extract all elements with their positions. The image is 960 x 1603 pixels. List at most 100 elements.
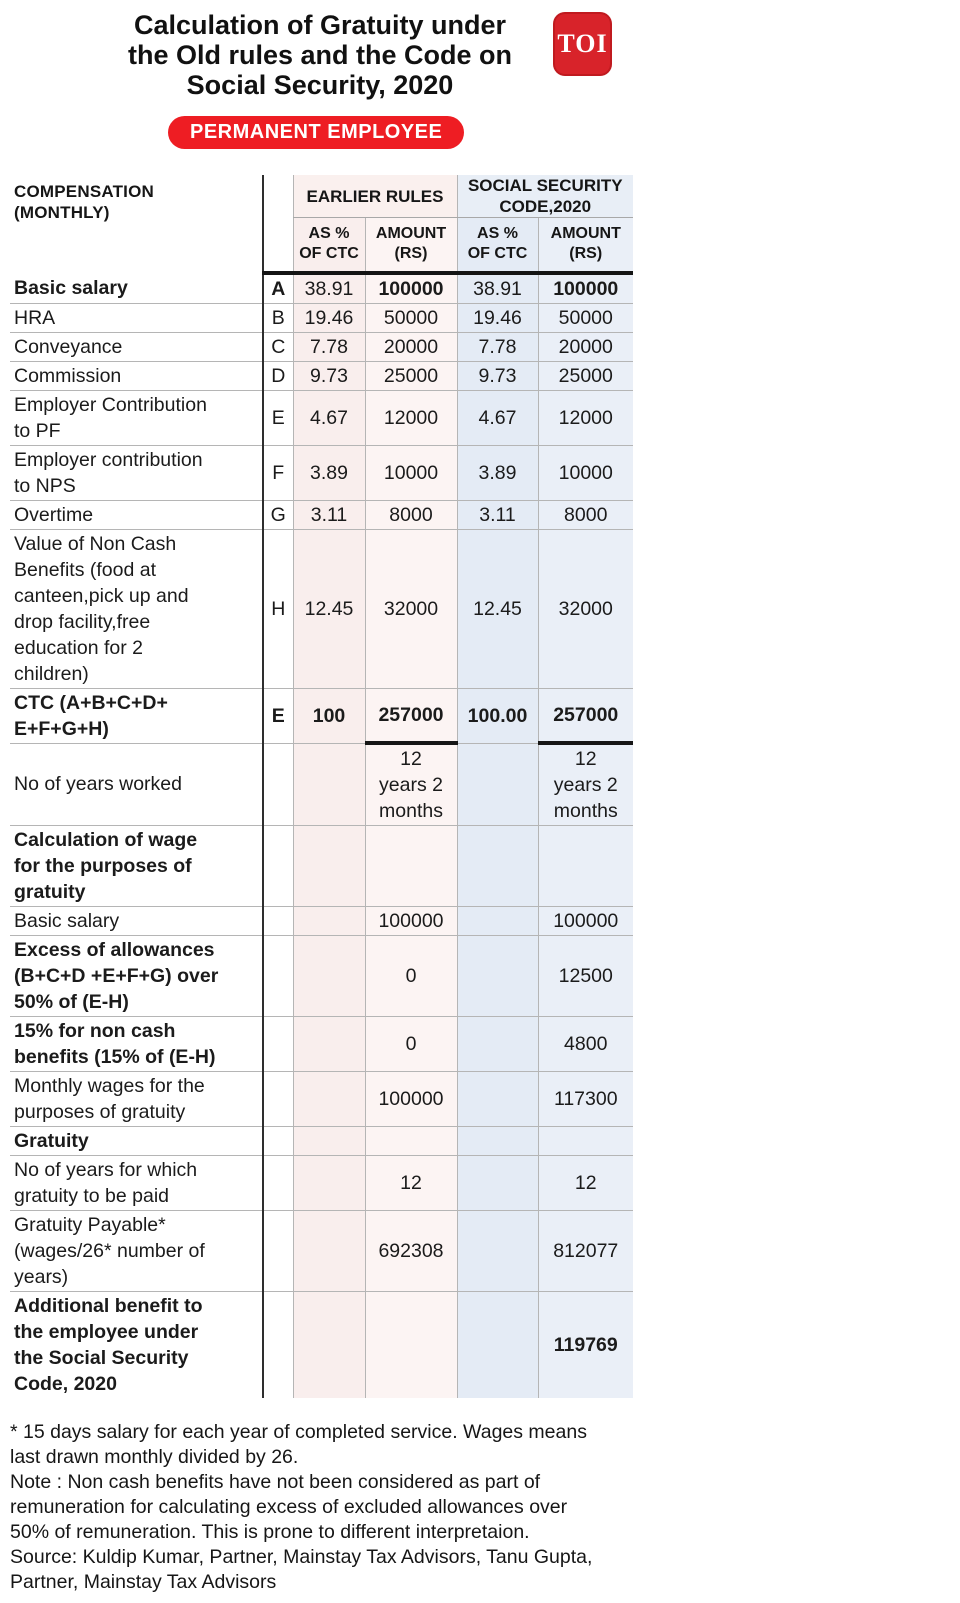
earlier-amount-cell: 100000	[364, 906, 457, 936]
ssc-as-pct-cell	[456, 1016, 538, 1072]
letter-code-cell: C	[262, 331, 293, 361]
earlier-as-pct-cell: 9.73	[292, 360, 365, 390]
table-row: No of years for which gratuity to be pai…	[10, 1155, 633, 1211]
table-row: Basic salary 100000 100000	[10, 906, 633, 936]
table-row: Calculation of wage for the purposes of …	[10, 825, 633, 907]
footnote-wages: * 15 days salary for each year of comple…	[10, 1421, 587, 1468]
sub-header-row: AS % OF CTC AMOUNT (RS) AS % OF CTC AMOU…	[10, 217, 633, 275]
letter-code-cell	[262, 825, 293, 907]
ssc-amount-cell	[537, 1126, 633, 1156]
table-row: Overtime G 3.11 8000 3.11 8000	[10, 499, 633, 529]
earlier-amount-cell: 257000	[364, 687, 457, 745]
compensation-label-cell: 15% for non cash benefits (15% of (E-H)	[10, 1016, 263, 1072]
compensation-label-cell: No of years worked	[10, 742, 263, 826]
compensation-label-cell: Calculation of wage for the purposes of …	[10, 825, 263, 907]
letter-code-cell: A	[262, 272, 293, 303]
table-row: 15% for non cash benefits (15% of (E-H) 0…	[10, 1016, 633, 1072]
earlier-as-pct-cell	[292, 1210, 365, 1292]
ssc-amount-cell: 4800	[537, 1016, 633, 1072]
letter-code-cell	[262, 906, 293, 936]
ssc-amount-cell: 50000	[537, 302, 633, 332]
earlier-as-pct-cell	[292, 1016, 365, 1072]
letter-code-cell	[262, 742, 293, 826]
table-row: HRA B 19.46 50000 19.46 50000	[10, 302, 633, 332]
ssc-amount-cell: 100000	[537, 272, 633, 303]
ssc-as-pct-cell: 3.11	[456, 499, 538, 529]
earlier-amount-header: AMOUNT (RS)	[364, 217, 457, 275]
compensation-label-cell: HRA	[10, 302, 263, 332]
earlier-amount-cell: 50000	[364, 302, 457, 332]
earlier-amount-cell: 0	[364, 935, 457, 1017]
table-row: Gratuity	[10, 1126, 633, 1156]
earlier-as-pct-cell: 3.11	[292, 499, 365, 529]
ssc-as-pct-cell	[456, 1291, 538, 1398]
ssc-amount-cell: 10000	[537, 444, 633, 500]
earlier-amount-cell: 12 years 2 months	[364, 742, 457, 826]
earlier-as-pct-cell: 38.91	[292, 272, 365, 303]
letter-code-cell: H	[262, 528, 293, 688]
earlier-as-pct-cell: 4.67	[292, 389, 365, 445]
earlier-as-pct-cell	[292, 1291, 365, 1398]
letter-column-header	[262, 175, 293, 275]
ssc-amount-cell: 32000	[537, 528, 633, 688]
earlier-amount-cell: 20000	[364, 331, 457, 361]
earlier-as-pct-cell	[292, 742, 365, 826]
ssc-as-pct-cell	[456, 1126, 538, 1156]
compensation-label-cell: Employer Contribution to PF	[10, 389, 263, 445]
earlier-as-pct-cell	[292, 1071, 365, 1127]
earlier-amount-cell: 10000	[364, 444, 457, 500]
ssc-amount-cell	[537, 825, 633, 907]
ssc-amount-cell: 119769	[537, 1291, 633, 1398]
ssc-as-pct-cell	[456, 1071, 538, 1127]
footnote-source: Source: Kuldip Kumar, Partner, Mainstay …	[10, 1546, 593, 1593]
ssc-amount-cell: 12 years 2 months	[537, 742, 633, 826]
letter-code-cell: B	[262, 302, 293, 332]
ssc-as-pct-cell	[456, 1210, 538, 1292]
earlier-as-pct-cell	[292, 906, 365, 936]
table-body: Basic salary A 38.91 100000 38.91 100000 HRA B 1…	[10, 272, 633, 1398]
earlier-amount-cell: 12	[364, 1155, 457, 1211]
ssc-as-pct-cell: 9.73	[456, 360, 538, 390]
table-row: Conveyance C 7.78 20000 7.78 20000	[10, 331, 633, 361]
toi-logo-icon: TOI	[553, 12, 612, 76]
earlier-as-pct-cell	[292, 935, 365, 1017]
ssc-as-pct-cell: 7.78	[456, 331, 538, 361]
ssc-amount-cell: 12500	[537, 935, 633, 1017]
earlier-as-pct-cell: 3.89	[292, 444, 365, 500]
table-row: Gratuity Payable* (wages/26* number of y…	[10, 1210, 633, 1292]
ssc-amount-cell: 8000	[537, 499, 633, 529]
earlier-amount-cell: 32000	[364, 528, 457, 688]
earlier-amount-cell: 12000	[364, 389, 457, 445]
earlier-as-pct-header: AS % OF CTC	[292, 217, 365, 275]
earlier-as-pct-cell	[292, 825, 365, 907]
ssc-as-pct-cell: 100.00	[456, 687, 538, 743]
letter-code-cell	[262, 1016, 293, 1072]
ssc-amount-cell: 257000	[537, 687, 633, 745]
table-row: Employer contribution to NPS F 3.89 10000 3.…	[10, 444, 633, 500]
earlier-amount-cell	[364, 825, 457, 907]
permanent-employee-badge: PERMANENT EMPLOYEE	[168, 116, 465, 149]
earlier-amount-cell: 692308	[364, 1210, 457, 1292]
ssc-as-pct-cell: 4.67	[456, 389, 538, 445]
letter-code-cell	[262, 1155, 293, 1211]
earlier-as-pct-cell: 100	[292, 687, 365, 743]
table-row: Additional benefit to the employee under…	[10, 1291, 633, 1398]
compensation-label-cell: Monthly wages for the purposes of gratui…	[10, 1071, 263, 1127]
ssc-as-pct-cell: 19.46	[456, 302, 538, 332]
table-row: Basic salary A 38.91 100000 38.91 100000	[10, 272, 633, 303]
ssc-as-pct-cell	[456, 906, 538, 936]
compensation-label-cell: Basic salary	[14, 276, 128, 299]
footnotes: * 15 days salary for each year of comple…	[10, 1420, 602, 1595]
ssc-amount-cell: 117300	[537, 1071, 633, 1127]
letter-code-cell: G	[262, 499, 293, 529]
ssc-as-pct-cell	[456, 742, 538, 826]
ssc-amount-header: AMOUNT (RS)	[537, 217, 633, 275]
letter-code-cell: F	[262, 444, 293, 500]
earlier-as-pct-cell: 7.78	[292, 331, 365, 361]
gratuity-comparison-table: COMPENSATION (MONTHLY) EARLIER RULES SOC…	[10, 175, 633, 1398]
header: Calculation of Gratuity under the Old ru…	[0, 0, 960, 165]
letter-code-cell: D	[262, 360, 293, 390]
earlier-amount-cell: 100000	[364, 1071, 457, 1127]
compensation-label-cell: No of years for which gratuity to be pai…	[10, 1155, 263, 1211]
compensation-label-cell: Gratuity Payable* (wages/26* number of y…	[10, 1210, 263, 1292]
